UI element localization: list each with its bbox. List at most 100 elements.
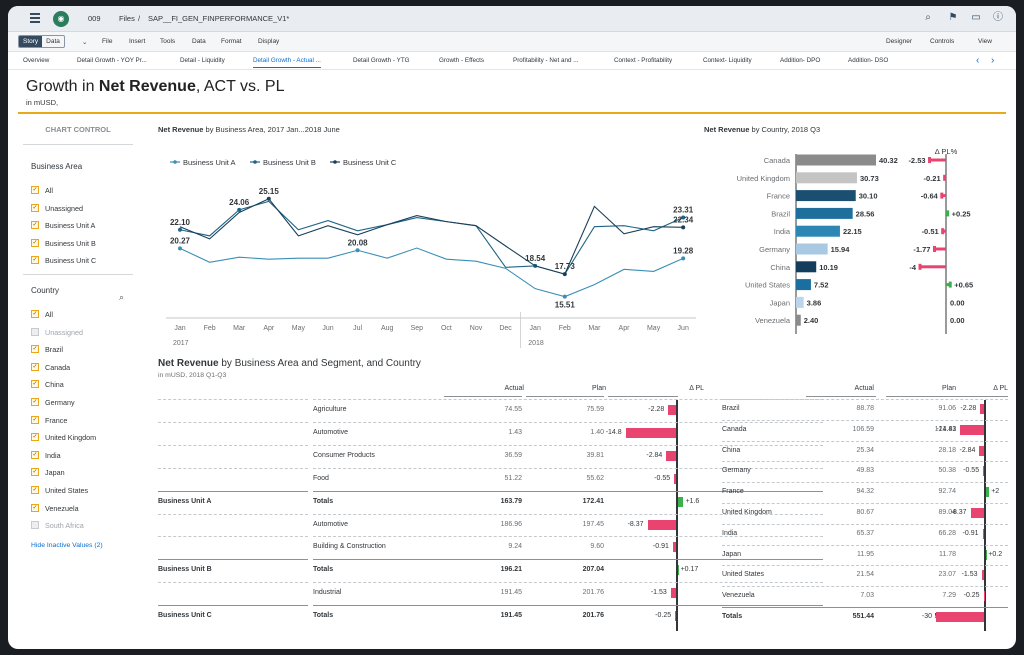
filter-item-all[interactable]: ✓ All [31, 186, 53, 196]
country-label: United States [722, 571, 765, 579]
story-button[interactable]: Story [19, 36, 43, 47]
delta-bar [668, 405, 676, 415]
row-rule [313, 536, 823, 538]
filter-item-china[interactable]: ✓ China [31, 380, 64, 390]
checkbox[interactable]: ✓ [31, 186, 39, 195]
help-icon[interactable]: ⓘ [993, 12, 1003, 23]
filter-item-united-states[interactable]: ✓ United States [31, 486, 88, 496]
plan-value: 11.78 [939, 550, 956, 558]
menu-display[interactable]: Display [258, 38, 280, 45]
plan-value: 39.81 [586, 451, 604, 459]
tab-addition-dpo[interactable]: Addition- DPO [780, 57, 821, 64]
search-icon[interactable]: ⌕ [925, 12, 931, 23]
checkbox[interactable]: ✓ [31, 221, 39, 230]
filter-item-france[interactable]: ✓ France [31, 416, 67, 426]
filter-item-all[interactable]: ✓ All [31, 310, 53, 320]
menu-file[interactable]: File [102, 38, 113, 45]
menu-tools[interactable]: Tools [160, 38, 176, 45]
checkbox[interactable]: ✓ [31, 433, 39, 442]
segment-label: Automotive [313, 520, 349, 528]
data-point [178, 246, 182, 251]
controls-button[interactable]: Controls [930, 38, 955, 45]
actual-value: 11.95 [857, 550, 874, 558]
menu-format[interactable]: Format [221, 38, 242, 45]
filter-item-venezuela[interactable]: ✓ Venezuela [31, 504, 79, 514]
checkbox[interactable]: ✓ [31, 380, 39, 389]
avatar[interactable]: ◉ [53, 11, 69, 27]
tab-context-profitability[interactable]: Context - Profitability [614, 57, 673, 64]
bar-chart-title-rest: by Country, 2018 Q3 [749, 125, 821, 134]
checkbox[interactable]: ✓ [31, 468, 39, 477]
checkbox[interactable]: ✓ [31, 203, 39, 212]
tab-growth-effects[interactable]: Growth - Effects [439, 57, 485, 64]
chevron-right-icon[interactable]: › [991, 55, 995, 66]
plan-value: 89.04 [938, 509, 956, 516]
tab-detail-growth-ytg[interactable]: Detail Growth - YTG [353, 57, 410, 64]
data-button[interactable]: Data [46, 38, 60, 45]
filter-item-business-unit-a[interactable]: ✓ Business Unit A [31, 221, 95, 231]
bar-value-label: 30.10 [859, 192, 878, 201]
filter-item-business-unit-c[interactable]: ✓ Business Unit C [31, 256, 96, 266]
chevron-down-icon[interactable]: ⌄ [82, 39, 88, 46]
filter-item-canada[interactable]: ✓ Canada [31, 363, 70, 373]
chevron-left-icon[interactable]: ‹ [976, 55, 980, 66]
story-data-toggle[interactable]: Story Data [18, 35, 65, 48]
filter-item-united-kingdom[interactable]: ✓ United Kingdom [31, 433, 96, 443]
country-label: Brazil [722, 405, 740, 412]
checkbox[interactable]: ✓ [31, 310, 39, 319]
checkbox[interactable]: ✓ [31, 256, 39, 265]
tab-overview[interactable]: Overview [23, 57, 50, 64]
chart-control-panel: CHART CONTROL Business Area ✓ All ✓ Unassig… [23, 120, 133, 550]
x-tick-label: Apr [619, 325, 631, 332]
bar-value-label: 2.40 [804, 316, 819, 325]
tab-detail-liquidity[interactable]: Detail - Liquidity [180, 57, 225, 64]
table-subtitle: in mUSD, 2018 Q1-Q3 [158, 372, 227, 379]
checkbox[interactable]: ✓ [31, 503, 39, 512]
hide-inactive-link[interactable]: Hide Inactive Values (2) [31, 542, 103, 549]
checkbox[interactable]: ✓ [31, 362, 39, 371]
row-rule [313, 582, 823, 584]
checkbox[interactable]: ✓ [31, 521, 39, 530]
chat-icon[interactable]: ▭ [971, 12, 981, 23]
filter-item-unassigned[interactable]: ✓ Unassigned [31, 204, 83, 214]
delta-value-label: -0.55 [963, 467, 980, 475]
tab-detail-growth-yoy[interactable]: Detail Growth - YOY Pr... [77, 57, 147, 64]
breadcrumb-files[interactable]: Files [119, 14, 135, 23]
checkbox[interactable]: ✓ [31, 327, 39, 336]
view-button[interactable]: View [978, 38, 992, 45]
delta-value-label: +0.25 [952, 209, 971, 218]
filter-item-india[interactable]: ✓ India [31, 451, 61, 461]
app-window: ◉ 009 Files / SAP__FI_GEN_FINPERFORMANCE… [8, 6, 1016, 649]
filter-item-label: India [45, 450, 61, 460]
filter-item-label: All [45, 186, 53, 195]
tab-detail-growth-actual[interactable]: Detail Growth - Actual ... [253, 57, 321, 68]
checkbox[interactable]: ✓ [31, 345, 39, 354]
filter-item-south-africa[interactable]: ✓ South Africa [31, 521, 84, 531]
data-point [681, 215, 686, 220]
filter-item-germany[interactable]: ✓ Germany [31, 398, 75, 408]
filter-item-japan[interactable]: ✓ Japan [31, 468, 65, 478]
delta-marker [948, 281, 952, 288]
checkbox[interactable]: ✓ [31, 415, 39, 424]
checkbox[interactable]: ✓ [31, 486, 39, 495]
menu-icon[interactable] [30, 13, 40, 23]
filter-item-business-unit-b[interactable]: ✓ Business Unit B [31, 239, 96, 249]
checkbox[interactable]: ✓ [31, 450, 39, 459]
search-icon[interactable]: ⌕ [119, 292, 125, 302]
menu-insert[interactable]: Insert [129, 38, 146, 45]
designer-button[interactable]: Designer [886, 38, 913, 45]
filter-item-brazil[interactable]: ✓ Brazil [31, 345, 63, 355]
checkbox[interactable]: ✓ [31, 398, 39, 407]
tab-profitability-net[interactable]: Profitability - Net and ... [513, 57, 579, 64]
tab-addition-dso[interactable]: Addition- DSO [848, 57, 889, 64]
checkbox[interactable]: ✓ [31, 238, 39, 247]
menu-data[interactable]: Data [192, 38, 206, 45]
page-title-prefix: Growth in [26, 78, 99, 95]
header-rule [928, 396, 1008, 397]
notifications-icon[interactable]: ⚑ [948, 12, 958, 23]
delta-marker [941, 228, 945, 235]
filter-item-unassigned[interactable]: ✓ Unassigned [31, 328, 83, 338]
filter-item-label: Business Unit C [45, 256, 97, 266]
segment-label: Totals [313, 497, 334, 505]
tab-context-liquidity[interactable]: Context- Liquidity [703, 57, 752, 64]
